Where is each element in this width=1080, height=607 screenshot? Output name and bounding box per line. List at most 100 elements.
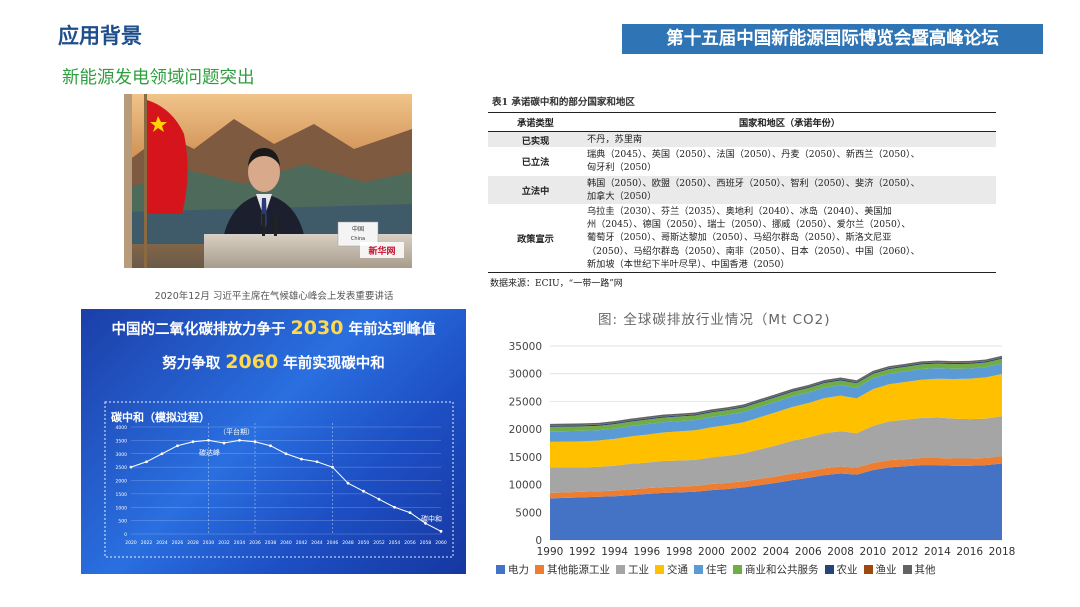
area-x-tick: 1996 [633, 546, 660, 558]
sim-y-tick: 0 [124, 532, 127, 538]
legend-item: 农业 [824, 562, 858, 577]
commitment-type: 政策宣示 [488, 204, 583, 274]
legend-item: 工业 [616, 562, 649, 577]
area-x-tick: 1990 [537, 546, 564, 558]
sim-point [284, 452, 288, 456]
sim-point [129, 465, 133, 469]
sim-y-tick: 4000 [116, 425, 128, 431]
table-row: 立法中 韩国（2050）、欧盟（2050）、西班牙（2050）、智利（2050）、… [488, 175, 996, 205]
goal-peak-year: 2030 [290, 317, 344, 339]
carbon-neutral-table: 承诺类型 国家和地区（承诺年份） 已实现 不丹，苏里南 已立法 瑞典（2045）、英国… [488, 112, 996, 274]
legend-label: 工业 [628, 564, 649, 576]
goal-line-peak-text-2: 年前达到峰值 [348, 322, 436, 338]
sim-x-tick: 2024 [156, 540, 168, 546]
sim-point [424, 521, 427, 525]
peak-label: 碳达峰 [199, 448, 220, 457]
legend-item: 其他 [902, 562, 936, 577]
photo-caption: 2020年12月 习近平主席在气候雄心峰会上发表重要讲话 [154, 291, 394, 302]
legend-swatch [902, 565, 912, 574]
legend-swatch [616, 565, 625, 574]
legend-item: 交通 [655, 562, 688, 577]
sim-x-tick: 2022 [141, 540, 153, 546]
table-source: 数据来源：ECIU，“一带一路”网 [490, 279, 623, 290]
area-x-tick: 1998 [666, 546, 693, 558]
nameplate-text: 中国 [352, 225, 364, 233]
area-x-tick: 2014 [924, 546, 951, 558]
sim-point [393, 505, 396, 509]
area-x-tick: 2002 [730, 546, 757, 558]
simulation-line-chart: 0 500 1000 1500 2000 2500 3000 3500 4000 2020 2022… [104, 401, 454, 558]
legend-swatch [824, 565, 834, 574]
sim-point [238, 438, 241, 442]
country-list: 韩国（2050）、欧盟（2050）、西班牙（2050）、智利（2050）、斐济（… [583, 175, 996, 205]
legend-swatch [863, 565, 873, 574]
legend-label: 商业和公共服务 [745, 564, 819, 576]
area-series [550, 463, 1002, 540]
table-row: 已实现 不丹，苏里南 [488, 131, 996, 148]
sim-point [191, 440, 195, 444]
sim-x-tick: 2026 [172, 540, 184, 546]
table-row: 政策宣示 乌拉圭（2030）、芬兰（2035）、奥地利（2040）、冰岛（2040… [488, 204, 996, 274]
sim-x-tick: 2020 [125, 540, 137, 546]
country-list: 瑞典（2045）、英国（2050）、法国（2050）、丹麦（2050）、新西兰（… [583, 147, 996, 175]
goal-neutral-year: 2060 [225, 351, 279, 373]
sim-x-tick: 2028 [187, 540, 199, 546]
area-x-tick: 2008 [827, 546, 854, 558]
sim-x-tick: 2060 [435, 540, 447, 546]
area-y-tick: 35000 [509, 341, 542, 353]
sim-x-tick: 2040 [280, 540, 292, 546]
country-list: 乌拉圭（2030）、芬兰（2035）、奥地利（2040）、冰岛（2040）、美国… [583, 204, 996, 274]
sim-point [300, 457, 303, 461]
commitment-type: 立法中 [488, 175, 583, 205]
country-list-line: 韩国（2050）、欧盟（2050）、西班牙（2050）、智利（2050）、斐济（… [587, 177, 920, 189]
legend-swatch [694, 565, 703, 574]
legend-swatch [496, 565, 505, 574]
legend-label: 其他 [914, 564, 936, 576]
sim-point [222, 441, 226, 445]
area-y-tick: 10000 [509, 480, 542, 492]
area-series [550, 456, 1002, 499]
area-x-tick: 1992 [569, 546, 596, 558]
sim-x-tick: 2042 [296, 540, 308, 546]
country-list-line: 州（2045）、德国（2050）、瑞士（2050）、挪威（2050）、爱尔兰（2… [587, 219, 911, 231]
legend-label: 住宅 [706, 564, 727, 576]
sim-y-tick: 3500 [116, 438, 128, 444]
legend-label: 渔业 [875, 564, 897, 576]
nameplate-text-en: China [351, 236, 365, 242]
area-y-tick: 25000 [509, 396, 542, 408]
country-list-line: 瑞典（2045）、英国（2050）、法国（2050）、丹麦（2050）、新西兰（… [587, 149, 920, 161]
sim-y-tick: 2500 [116, 465, 128, 471]
commitment-type: 已实现 [488, 131, 583, 148]
sim-x-tick: 2048 [342, 540, 354, 546]
speech-photo: 中国 China 新华网 [124, 94, 412, 268]
sim-x-tick: 2036 [249, 540, 261, 546]
sim-x-tick: 2046 [327, 540, 339, 546]
commitment-type: 已立法 [521, 157, 550, 169]
sim-point [176, 444, 179, 448]
area-y-tick: 30000 [509, 369, 542, 381]
goal-line-neutral: 努力争取 2060 年前实现碳中和 [81, 351, 466, 373]
sim-point [253, 440, 257, 444]
sim-y-tick: 2000 [116, 479, 128, 485]
legend-item: 住宅 [694, 562, 727, 577]
sim-x-tick: 2044 [311, 540, 323, 546]
area-x-tick: 1994 [601, 546, 628, 558]
carbon-neutral-table-panel: 表1 承诺碳中和的部分国家和地区 承诺类型 国家和地区（承诺年份） 已实现 不丹，… [488, 92, 996, 289]
sim-y-tick: 1500 [116, 492, 128, 498]
sim-x-tick: 2038 [265, 540, 277, 546]
legend-swatch [655, 565, 664, 574]
sim-x-tick: 2058 [420, 540, 432, 546]
country-list: 不丹，苏里南 [583, 131, 996, 148]
sim-y-tick: 1000 [116, 505, 128, 511]
goal-line-neutral-text-2: 年前实现碳中和 [283, 356, 385, 372]
sim-point [145, 460, 148, 464]
country-list-line: 加拿大（2050） [587, 190, 657, 202]
sim-point [331, 465, 334, 469]
country-list-line: 葡萄牙（2050）、哥斯达黎加（2050）、马绍尔群岛（2050）、斯洛文尼亚 [587, 232, 892, 244]
sim-point [408, 511, 412, 514]
sim-x-tick: 2054 [389, 540, 401, 546]
legend-item: 其他能源工业 [535, 562, 610, 577]
area-x-tick: 2004 [763, 546, 790, 558]
country-list-line: （2050）、马绍尔群岛（2050）、南非（2050）、日本（2050）、中国（… [587, 245, 920, 257]
sim-x-tick: 2052 [373, 540, 385, 546]
